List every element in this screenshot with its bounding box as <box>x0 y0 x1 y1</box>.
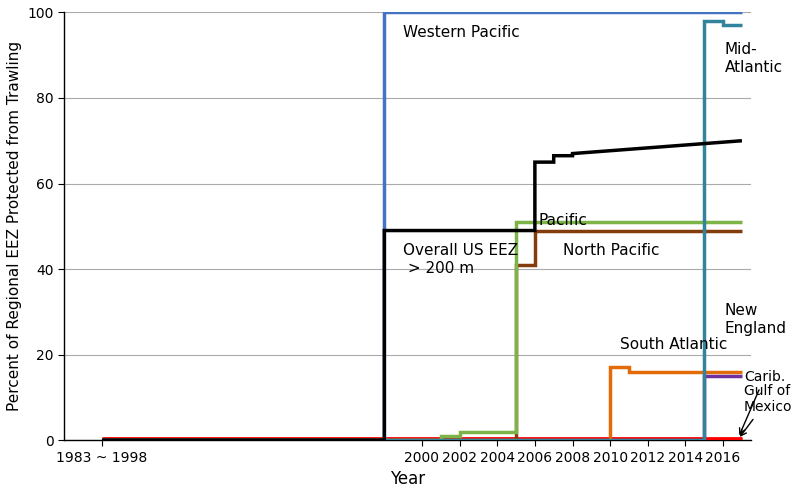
Text: North Pacific: North Pacific <box>563 244 660 258</box>
Text: Mid-
Atlantic: Mid- Atlantic <box>725 43 783 75</box>
Text: Carib.: Carib. <box>739 370 785 434</box>
Text: New
England: New England <box>725 303 787 336</box>
Text: Pacific: Pacific <box>538 213 587 228</box>
Text: Overall US EEZ
 > 200 m: Overall US EEZ > 200 m <box>403 244 518 276</box>
X-axis label: Year: Year <box>390 470 426 488</box>
Text: Gulf of
Mexico: Gulf of Mexico <box>741 384 792 436</box>
Text: Western Pacific: Western Pacific <box>403 25 520 40</box>
Text: South Atlantic: South Atlantic <box>619 338 727 352</box>
Y-axis label: Percent of Regional EEZ Protected from Trawling: Percent of Regional EEZ Protected from T… <box>7 41 22 411</box>
